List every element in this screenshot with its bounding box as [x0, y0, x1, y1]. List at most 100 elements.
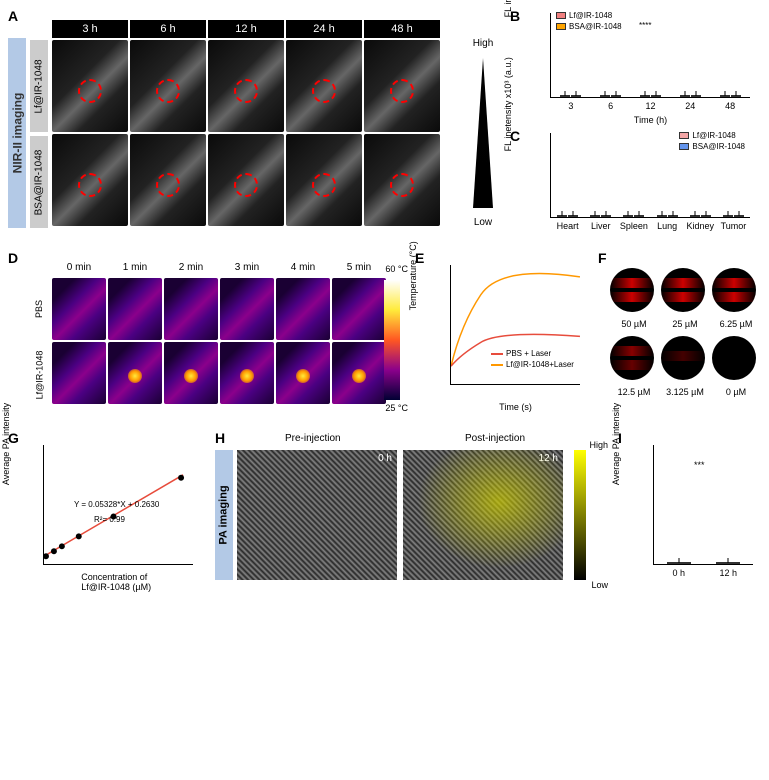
thermal-image — [220, 278, 274, 340]
pa-time: 0 h — [378, 453, 392, 464]
data-point — [178, 475, 184, 481]
time-hdr: 48 h — [364, 20, 440, 38]
panel-f-label: F — [598, 250, 607, 266]
ylabel: Average PA intensity — [611, 402, 621, 484]
time-hdr: 3 h — [52, 20, 128, 38]
scale-low: Low — [474, 217, 492, 228]
min-hdr: 1 min — [108, 262, 162, 276]
pa-circle — [712, 268, 756, 312]
pa-header: Post-injection — [465, 433, 525, 444]
min-hdr: 3 min — [220, 262, 274, 276]
xlabel: Time (s) — [499, 402, 532, 412]
pa-image-post: 12 h — [403, 450, 563, 580]
thermal-grid: 0 min1 min2 min3 min4 min5 min — [52, 262, 386, 404]
panel-f: F 50 µM25 µM6.25 µM 12.5 µM3.125 µM0 µM — [598, 250, 763, 415]
legend-item: PBS + Laser — [491, 349, 574, 358]
temp-colorbar — [384, 280, 400, 400]
conc-label: 12.5 µM — [610, 387, 658, 401]
thermal-image — [220, 342, 274, 404]
scale-high: High — [589, 440, 608, 450]
panel-h-label: H — [215, 430, 225, 446]
pa-circle — [610, 268, 654, 312]
thermal-image — [108, 278, 162, 340]
temp-low: 25 °C — [385, 403, 408, 413]
mouse-image — [52, 40, 128, 132]
legend-line — [491, 353, 503, 355]
panel-e: E Temperature (°C) PBS + Laser Lf@IR-104… — [415, 250, 590, 415]
panel-i: I Average PA intensity *** 0 h12 h — [618, 430, 763, 595]
bar-chart-i: *** 0 h12 h — [653, 445, 753, 565]
pa-circle — [712, 336, 756, 380]
pa-colorbar — [574, 450, 586, 580]
data-point — [59, 543, 65, 549]
panel-a-label: A — [8, 8, 18, 24]
pa-circle — [661, 268, 705, 312]
legend-item: Lf@IR-1048+Laser — [491, 360, 574, 369]
pa-side-label: PA imaging — [215, 450, 233, 580]
conc-label: 3.125 µM — [661, 387, 709, 401]
thermal-image — [276, 278, 330, 340]
ylabel: Average PA intensity — [1, 402, 11, 484]
pa-image-pre: 0 h — [237, 450, 397, 580]
r2: R²= 0.99 — [94, 515, 125, 524]
scale-high: High — [473, 38, 494, 49]
data-point — [76, 533, 82, 539]
time-hdr: 24 h — [286, 20, 362, 38]
intensity-scale: High Low — [468, 38, 498, 228]
time-hdr: 12 h — [208, 20, 284, 38]
panel-b: B FL inetensity in tumor x10³ (a.u.) Lf@… — [510, 8, 760, 120]
conc-label: 50 µM — [610, 319, 658, 333]
pa-time: 12 h — [539, 453, 558, 464]
nir-side-label: NIR-II imaging — [8, 38, 26, 228]
legend-line — [491, 364, 503, 366]
thermal-image — [164, 342, 218, 404]
xlabel: Time (h) — [634, 115, 667, 125]
ylabel: FL inetensity x10³ (a.u.) — [503, 57, 513, 151]
bar-chart-c: Lf@IR-1048 BSA@IR-1048 HeartLiverSpleenL… — [550, 133, 750, 218]
row1-label: PBS — [30, 278, 48, 340]
mouse-image — [52, 134, 128, 226]
thermal-image — [108, 342, 162, 404]
conc-label: 6.25 µM — [712, 319, 760, 333]
bar-chart-b: Lf@IR-1048 BSA@IR-1048 Time (h) **** 361… — [550, 13, 750, 98]
ylabel: Temperature (°C) — [408, 241, 418, 310]
pa-circles: 50 µM25 µM6.25 µM 12.5 µM3.125 µM0 µM — [610, 268, 760, 401]
bars — [551, 133, 750, 217]
row2-label: BSA@IR-1048 — [30, 136, 48, 228]
thermal-image — [164, 278, 218, 340]
pa-circle — [610, 336, 654, 380]
mouse-grid: 3 h 6 h 12 h 24 h 48 h — [52, 20, 440, 226]
mouse-image — [208, 134, 284, 226]
conc-label: 0 µM — [712, 387, 760, 401]
legend: PBS + Laser Lf@IR-1048+Laser — [491, 349, 574, 369]
scatter-chart-g: Y = 0.05328*X + 0.2630 R²= 0.99 Concentr… — [43, 445, 193, 565]
row1-label: Lf@IR-1048 — [30, 40, 48, 132]
mouse-image — [286, 134, 362, 226]
thermal-image — [276, 342, 330, 404]
triangle-icon — [473, 58, 493, 208]
thermal-image — [332, 342, 386, 404]
mouse-image — [130, 40, 206, 132]
temp-high: 60 °C — [385, 264, 408, 274]
ylabel: FL inetensity in tumor x10³ (a.u.) — [503, 0, 513, 17]
equation: Y = 0.05328*X + 0.2630 — [74, 500, 159, 509]
data-point — [51, 548, 57, 554]
mouse-image — [130, 134, 206, 226]
conc-label: 25 µM — [661, 319, 709, 333]
min-hdr: 5 min — [332, 262, 386, 276]
pa-circle — [661, 336, 705, 380]
mouse-image — [208, 40, 284, 132]
mouse-image — [364, 40, 440, 132]
scale-low: Low — [591, 580, 608, 590]
panel-g: G Average PA intensity Y = 0.05328*X + 0… — [8, 430, 208, 595]
min-hdr: 2 min — [164, 262, 218, 276]
mouse-image — [286, 40, 362, 132]
pa-header: Pre-injection — [285, 433, 341, 444]
line-chart-e: PBS + Laser Lf@IR-1048+Laser Time (s) — [450, 265, 580, 385]
sig-marker: **** — [639, 21, 651, 30]
xlabel: Concentration of Lf@IR-1048 (µM) — [81, 572, 156, 592]
panel-d-label: D — [8, 250, 18, 266]
thermal-image — [332, 278, 386, 340]
min-hdr: 0 min — [52, 262, 106, 276]
thermal-image — [52, 342, 106, 404]
